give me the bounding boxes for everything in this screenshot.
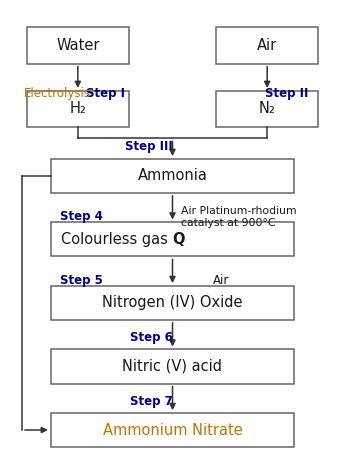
Text: Air Platinum-rhodium
catalyst at 900°C: Air Platinum-rhodium catalyst at 900°C	[181, 206, 297, 228]
Text: Water: Water	[56, 38, 100, 53]
Text: Colourless gas: Colourless gas	[61, 232, 172, 247]
FancyBboxPatch shape	[51, 159, 294, 193]
FancyBboxPatch shape	[51, 222, 294, 257]
Text: Ammonia: Ammonia	[138, 169, 207, 183]
Text: Step 6: Step 6	[130, 331, 172, 344]
FancyBboxPatch shape	[51, 350, 294, 383]
Text: Ammonium Nitrate: Ammonium Nitrate	[102, 423, 243, 438]
FancyBboxPatch shape	[27, 91, 129, 127]
FancyBboxPatch shape	[216, 91, 318, 127]
Text: Step I: Step I	[86, 87, 125, 100]
Text: Electrolysis: Electrolysis	[24, 87, 91, 100]
Text: Step II: Step II	[266, 87, 309, 100]
Text: Air: Air	[257, 38, 277, 53]
Text: Step 4: Step 4	[60, 211, 103, 224]
Text: Nitrogen (IV) Oxide: Nitrogen (IV) Oxide	[102, 295, 243, 311]
Text: Step 7: Step 7	[130, 394, 172, 407]
FancyBboxPatch shape	[51, 413, 294, 447]
Text: H₂: H₂	[69, 101, 86, 117]
Text: Step 5: Step 5	[60, 274, 103, 287]
FancyBboxPatch shape	[216, 27, 318, 63]
Text: Nitric (V) acid: Nitric (V) acid	[122, 359, 223, 374]
FancyBboxPatch shape	[27, 27, 129, 63]
Text: Air: Air	[213, 274, 229, 287]
Text: Step III: Step III	[125, 140, 172, 153]
Text: N₂: N₂	[259, 101, 276, 117]
Text: Q: Q	[172, 232, 185, 247]
FancyBboxPatch shape	[51, 286, 294, 320]
